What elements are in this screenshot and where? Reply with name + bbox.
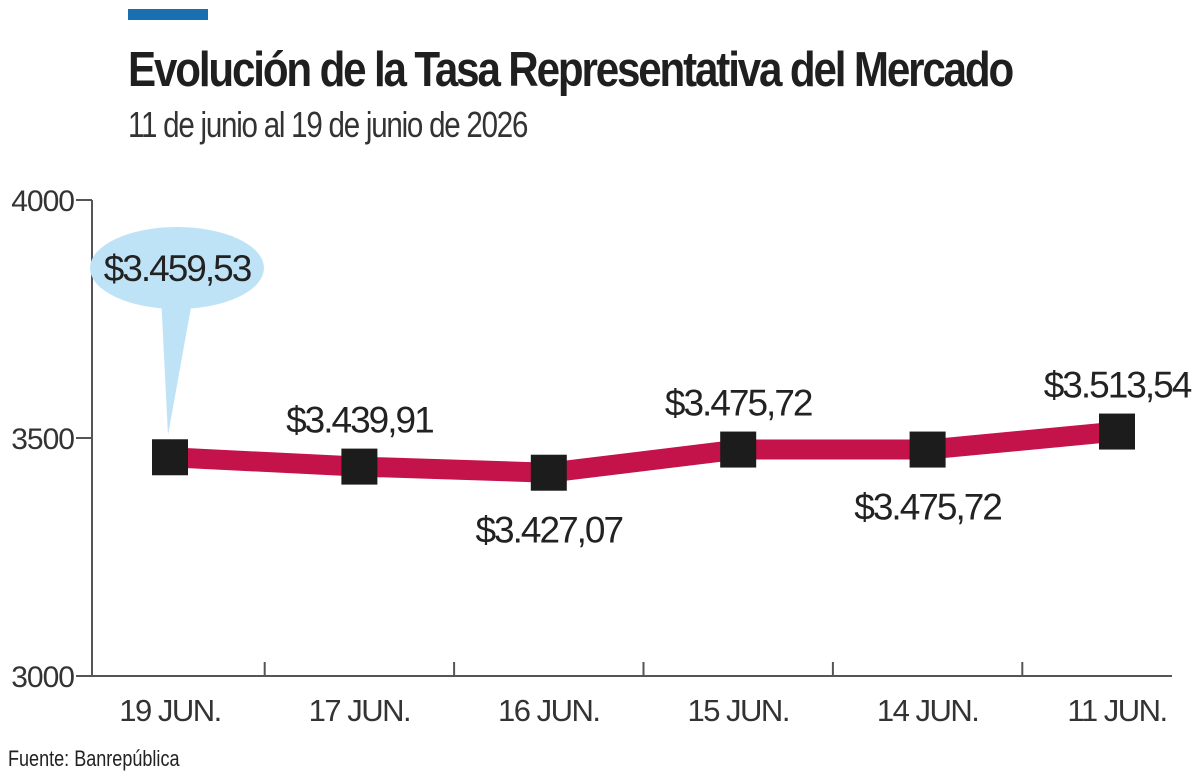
chart-title: Evolución de la Tasa Representativa del …	[128, 43, 1014, 97]
x-tick-label: 16 JUN.	[498, 693, 599, 728]
x-tick-label: 11 JUN.	[1067, 693, 1166, 728]
data-label: $3.475,72	[854, 487, 1001, 528]
data-label: $3.439,91	[286, 400, 433, 441]
x-tick-label: 14 JUN.	[877, 693, 978, 728]
chart-subtitle: 11 de junio al 19 de junio de 2026	[128, 104, 528, 145]
x-tick-label: 15 JUN.	[687, 693, 788, 728]
x-tick-label: 19 JUN.	[119, 693, 220, 728]
y-tick-label: 4000	[11, 185, 74, 218]
callout-bubble	[90, 227, 264, 309]
title-accent-bar	[128, 9, 208, 20]
callout-pointer	[161, 296, 193, 436]
data-label: $3.427,07	[475, 510, 622, 551]
y-tick-label: 3500	[11, 423, 74, 456]
data-point-marker	[152, 439, 188, 476]
data-point-marker	[1099, 413, 1135, 450]
data-label: $3.459,53	[104, 248, 251, 289]
data-point-marker	[341, 448, 378, 485]
x-tick-label: 17 JUN.	[309, 693, 410, 728]
series-line	[169, 421, 1118, 483]
data-point-marker	[720, 431, 757, 468]
source-note: Fuente: Banrepública	[8, 746, 180, 771]
data-point-marker	[530, 454, 567, 491]
data-label: $3.513,54	[1044, 365, 1192, 406]
data-point-marker	[909, 431, 946, 468]
y-tick-label: 3000	[11, 661, 74, 694]
data-label: $3.475,72	[665, 383, 812, 424]
